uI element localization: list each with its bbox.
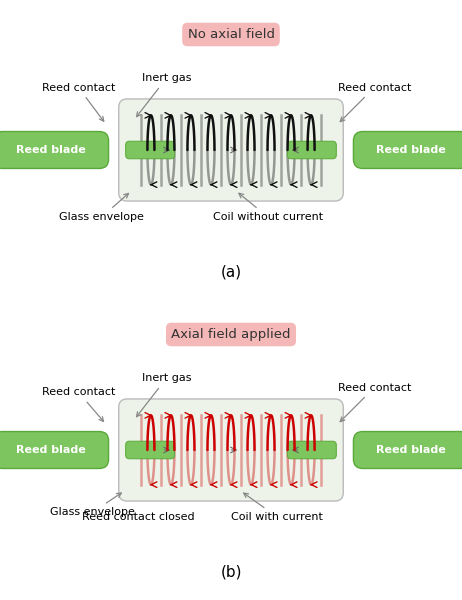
Text: Reed blade: Reed blade [377, 145, 446, 155]
Text: Glass envelope: Glass envelope [50, 493, 135, 517]
Text: (a): (a) [220, 265, 242, 280]
Text: Reed contact: Reed contact [42, 387, 115, 421]
FancyBboxPatch shape [119, 399, 343, 501]
Text: Reed blade: Reed blade [377, 445, 446, 455]
Text: No axial field: No axial field [188, 28, 274, 41]
FancyBboxPatch shape [126, 141, 175, 159]
Text: Reed contact: Reed contact [338, 383, 411, 422]
Text: Inert gas: Inert gas [137, 73, 191, 116]
Text: Reed contact closed: Reed contact closed [82, 512, 195, 522]
Text: Axial field applied: Axial field applied [171, 328, 291, 341]
Text: Reed blade: Reed blade [16, 145, 85, 155]
FancyBboxPatch shape [0, 131, 109, 169]
FancyBboxPatch shape [126, 441, 175, 459]
Text: Glass envelope: Glass envelope [59, 193, 144, 222]
Text: Reed contact: Reed contact [338, 83, 411, 122]
Text: (b): (b) [220, 565, 242, 580]
Text: Inert gas: Inert gas [137, 373, 191, 416]
FancyBboxPatch shape [119, 99, 343, 201]
Text: Coil without current: Coil without current [213, 193, 323, 222]
FancyBboxPatch shape [287, 441, 336, 459]
FancyBboxPatch shape [353, 131, 462, 169]
FancyBboxPatch shape [287, 141, 336, 159]
Text: Reed blade: Reed blade [16, 445, 85, 455]
FancyBboxPatch shape [353, 431, 462, 469]
Text: Reed contact: Reed contact [42, 83, 115, 121]
Text: Coil with current: Coil with current [231, 493, 323, 522]
FancyBboxPatch shape [0, 431, 109, 469]
